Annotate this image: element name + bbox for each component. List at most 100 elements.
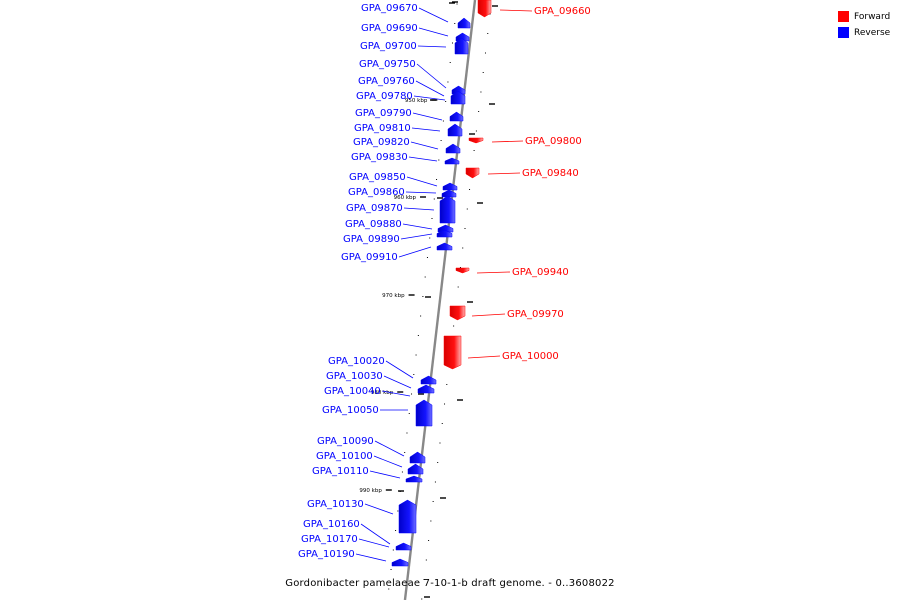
gene-leader-line	[360, 523, 391, 545]
gene-label-gpa-09820[interactable]: GPA_09820	[353, 137, 410, 148]
gene-label-gpa-09760[interactable]: GPA_09760	[358, 76, 415, 87]
gene-label-gpa-09700[interactable]: GPA_09700	[360, 41, 417, 52]
gene-label-gpa-10090[interactable]: GPA_10090	[317, 436, 374, 447]
gene-leader-line	[410, 141, 439, 150]
gene-feature-gpa-10000[interactable]	[443, 335, 462, 370]
gene-label-gpa-09810[interactable]: GPA_09810	[354, 123, 411, 134]
gene-feature-gpa-10030[interactable]	[417, 384, 435, 394]
gene-feature-gpa-09810[interactable]	[447, 123, 463, 137]
gene-leader-line	[383, 375, 412, 389]
gene-label-gpa-10100[interactable]: GPA_10100	[316, 451, 373, 462]
legend: Forward Reverse	[838, 9, 890, 41]
gene-label-gpa-09830[interactable]: GPA_09830	[351, 152, 408, 163]
gene-feature-gpa-09840[interactable]	[465, 167, 480, 179]
gene-label-gpa-10170[interactable]: GPA_10170	[301, 534, 358, 545]
gene-label-gpa-09750[interactable]: GPA_09750	[359, 59, 416, 70]
gene-leader-line	[398, 246, 432, 258]
gene-feature-gpa-10050[interactable]	[415, 399, 433, 427]
gene-feature-gpa-09870[interactable]	[439, 195, 456, 224]
gene-label-gpa-09670[interactable]: GPA_09670	[361, 3, 418, 14]
scale-label: 990 kbp	[359, 488, 382, 494]
gene-feature-gpa-09850[interactable]	[442, 182, 458, 191]
gene-label-gpa-09790[interactable]: GPA_09790	[355, 108, 412, 119]
gene-label-gpa-10040[interactable]: GPA_10040	[324, 386, 381, 397]
gene-leader-line	[400, 233, 433, 240]
gene-feature-gpa-09760[interactable]	[450, 90, 466, 105]
gene-label-gpa-09870[interactable]: GPA_09870	[346, 203, 403, 214]
gene-label-gpa-09690[interactable]: GPA_09690	[361, 23, 418, 34]
legend-label-reverse: Reverse	[854, 27, 891, 38]
gene-feature-gpa-09820[interactable]	[445, 143, 461, 154]
gene-leader-line	[476, 271, 511, 274]
gene-feature-gpa-10020[interactable]	[420, 375, 437, 385]
gene-leader-line	[413, 95, 446, 101]
gene-leader-line	[499, 9, 533, 12]
gene-leader-line	[415, 80, 445, 97]
gene-feature-gpa-10110[interactable]	[405, 475, 423, 483]
gene-feature-gpa-09890[interactable]	[436, 229, 453, 238]
gene-leader-line	[358, 538, 390, 548]
gene-leader-line	[385, 360, 414, 379]
gene-label-gpa-10130[interactable]: GPA_10130	[307, 499, 364, 510]
legend-label-forward: Forward	[854, 11, 891, 22]
gene-feature-gpa-09800[interactable]	[468, 137, 484, 144]
gene-feature-gpa-09970[interactable]	[449, 305, 466, 321]
gene-label-gpa-09800[interactable]: GPA_09800	[525, 136, 582, 147]
gene-leader-line	[374, 440, 405, 457]
gene-features	[391, 0, 492, 567]
gene-feature-gpa-10090[interactable]	[409, 451, 426, 464]
scale-label: 950 kbp	[405, 98, 428, 104]
gene-label-gpa-10000[interactable]: GPA_10000	[502, 351, 559, 362]
gene-label-gpa-09970[interactable]: GPA_09970	[507, 309, 564, 320]
gene-label-gpa-09910[interactable]: GPA_09910	[341, 252, 398, 263]
gene-leader-line	[408, 156, 438, 162]
scale-label: 980 kbp	[371, 390, 394, 396]
gene-feature-gpa-09700[interactable]	[454, 37, 469, 55]
gene-leader-line	[416, 63, 447, 89]
gene-feature-gpa-09940[interactable]	[455, 267, 470, 274]
gene-label-gpa-09940[interactable]: GPA_09940	[512, 267, 569, 278]
tick-marks: 950 kbp 960 kbp 970 kbp 980 kbp 990 kbp	[359, 1, 498, 600]
gene-label-gpa-10190[interactable]: GPA_10190	[298, 549, 355, 560]
gene-label-gpa-09780[interactable]: GPA_09780	[356, 91, 413, 102]
gene-leader-line	[487, 172, 521, 175]
gene-feature-gpa-09830[interactable]	[444, 157, 460, 165]
gene-leader-line	[364, 503, 394, 515]
gene-label-gpa-09660[interactable]: GPA_09660	[534, 6, 591, 17]
gene-feature-gpa-09660[interactable]	[477, 0, 492, 18]
gene-leader-line	[411, 127, 441, 132]
gene-feature-gpa-10190[interactable]	[391, 558, 409, 567]
gene-label-gpa-09890[interactable]: GPA_09890	[343, 234, 400, 245]
gene-feature-gpa-10130[interactable]	[398, 499, 417, 534]
gene-feature-gpa-09670[interactable]	[457, 17, 471, 29]
scale-label: 960 kbp	[394, 195, 417, 201]
gene-label-gpa-09850[interactable]: GPA_09850	[349, 172, 406, 183]
gene-labels: GPA_09660 GPA_09670 GPA_09690 GPA_09700 GPA_…	[298, 3, 591, 562]
gene-leader-line	[417, 45, 447, 48]
gene-leader-line	[381, 390, 411, 397]
genome-caption: Gordonibacter pamelaeae 7-10-1-b draft g…	[285, 578, 615, 589]
gene-feature-gpa-09790[interactable]	[449, 111, 464, 122]
gene-label-gpa-10020[interactable]: GPA_10020	[328, 356, 385, 367]
gene-label-gpa-09860[interactable]: GPA_09860	[348, 187, 405, 198]
gene-label-gpa-10110[interactable]: GPA_10110	[312, 466, 369, 477]
gene-label-gpa-10160[interactable]: GPA_10160	[303, 519, 360, 530]
gene-label-gpa-09880[interactable]: GPA_09880	[345, 219, 402, 230]
gene-leader-line	[402, 223, 433, 230]
reverse-swatch	[838, 27, 849, 38]
gene-feature-gpa-10100[interactable]	[407, 463, 424, 475]
gene-leader-line	[467, 355, 501, 359]
gene-label-gpa-10050[interactable]: GPA_10050	[322, 405, 379, 416]
gene-leader-line	[405, 191, 437, 194]
gene-label-gpa-10030[interactable]: GPA_10030	[326, 371, 383, 382]
gene-feature-gpa-10160[interactable]	[395, 542, 412, 551]
legend-item-forward: Forward	[838, 9, 890, 24]
gene-leader-line	[406, 176, 438, 187]
gene-leader-line	[418, 7, 449, 23]
scale-label: 970 kbp	[382, 293, 405, 299]
gene-leader-line	[418, 27, 449, 37]
gene-feature-gpa-09910[interactable]	[436, 242, 453, 251]
gene-leader-line	[491, 140, 524, 143]
gene-label-gpa-09840[interactable]: GPA_09840	[522, 168, 579, 179]
